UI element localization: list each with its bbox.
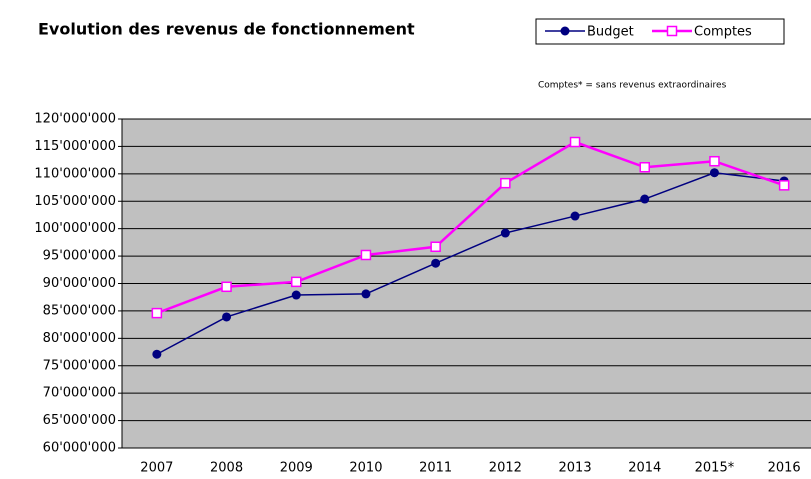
y-tick-label: 95'000'000	[43, 249, 116, 264]
point	[639, 162, 650, 173]
x-tick-label: 2007	[140, 461, 173, 476]
point	[221, 281, 232, 293]
series-line	[156, 140, 785, 315]
y-tick-label: 80'000'000	[43, 331, 116, 346]
y-tick-label: 110'000'000	[34, 166, 116, 181]
point	[361, 289, 371, 299]
point	[222, 312, 232, 322]
y-tick-label: 60'000'000	[43, 441, 116, 456]
point	[152, 349, 162, 359]
point	[709, 168, 719, 178]
y-tick-label: 115'000'000	[34, 139, 116, 154]
series-line	[156, 171, 785, 355]
point	[291, 276, 302, 288]
x-tick-label: 2013	[559, 461, 592, 476]
y-tick-label: 105'000'000	[34, 194, 116, 209]
y-tick-label: 85'000'000	[43, 303, 116, 318]
point	[360, 249, 372, 261]
point	[778, 180, 790, 191]
x-tick-label: 2011	[419, 461, 452, 476]
legend-label: Budget	[587, 25, 634, 40]
point	[569, 136, 581, 148]
x-tick-label: 2014	[628, 461, 661, 476]
y-tick-label: 65'000'000	[43, 413, 116, 428]
y-tick-label: 75'000'000	[43, 358, 116, 373]
point	[291, 290, 301, 300]
x-tick-label: 2012	[489, 461, 522, 476]
chart-title: Evolution des revenus de fonctionnement	[38, 20, 415, 39]
point	[640, 194, 650, 204]
annotation: Comptes* = sans revenus extraordinaires	[538, 81, 727, 91]
x-tick-label: 2016	[768, 461, 801, 476]
point	[431, 258, 441, 268]
y-tick-label: 100'000'000	[34, 221, 116, 236]
x-tick-label: 2010	[349, 461, 382, 476]
x-tick-label: 2015*	[695, 461, 735, 476]
point	[151, 307, 163, 319]
point	[500, 228, 510, 238]
x-tick-label: 2009	[280, 461, 313, 476]
point	[500, 177, 511, 189]
point	[430, 241, 441, 253]
legend-label: Comptes	[694, 25, 752, 40]
point	[666, 25, 678, 37]
y-tick-label: 90'000'000	[43, 276, 116, 291]
y-tick-label: 70'000'000	[43, 386, 116, 401]
point	[560, 26, 570, 36]
point	[570, 211, 580, 221]
x-tick-label: 2008	[210, 461, 243, 476]
y-tick-label: 120'000'000	[34, 112, 116, 127]
point	[709, 155, 720, 167]
